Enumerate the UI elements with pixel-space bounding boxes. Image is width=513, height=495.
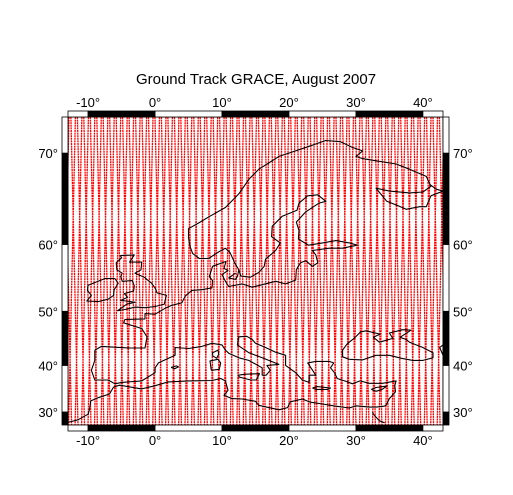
x-tick-label-bottom: 30° — [346, 433, 366, 448]
tick-labels: -10° -10° 0° 0° 10° 10° 20° 20° 30° 30° 40° 40° 30° 3… — [38, 95, 472, 448]
frame-bar-bottom — [67, 424, 89, 432]
coastline-britain — [115, 254, 167, 312]
frame-bar-bottom — [288, 424, 357, 432]
ground-track-layer — [68, 117, 443, 425]
y-tick-label-right: 30° — [453, 405, 473, 420]
y-tick-label-right: 50° — [453, 304, 473, 319]
y-tick-label-right: 60° — [453, 237, 473, 252]
coastline-red-sea-start — [372, 411, 385, 424]
frame-bar-left — [61, 244, 69, 312]
frame-bar-left — [61, 364, 69, 413]
frame-bar-right — [442, 411, 450, 426]
y-tick-label-left: 50° — [38, 304, 58, 319]
frame-bar-left — [61, 310, 69, 366]
x-tick-label-bottom: -10° — [76, 433, 100, 448]
frame-bar-bottom — [154, 424, 223, 432]
coastline-black-sea — [342, 329, 434, 361]
frame-bar-top — [221, 110, 290, 118]
x-tick-label-top: 20° — [279, 95, 299, 110]
frame-bar-top — [154, 110, 223, 118]
map-title: Ground Track GRACE, August 2007 — [136, 71, 376, 88]
coastline-layer — [68, 139, 443, 424]
coastline-crete — [312, 386, 332, 390]
coastline-baltic-east-inner — [228, 269, 240, 280]
coastline-iberia-france-italy-balkans — [90, 335, 334, 385]
coastline-black-sea-anatolia — [68, 362, 397, 423]
x-tick-label-top: 10° — [212, 95, 232, 110]
x-tick-label-top: -10° — [76, 95, 100, 110]
coastline-biscay-to-denmark — [94, 244, 358, 351]
coastline-svalbard-edge — [429, 183, 443, 192]
map-frame — [61, 110, 450, 432]
coastline-sicily — [237, 373, 261, 381]
coastline-sardinia — [209, 358, 222, 371]
y-tick-label-left: 40° — [38, 358, 58, 373]
x-tick-label-bottom: 10° — [212, 433, 232, 448]
frame-bar-right — [442, 116, 450, 154]
coastline-balearic — [170, 365, 180, 370]
frame-bar-right — [442, 152, 450, 245]
frame-bar-right — [442, 310, 450, 366]
y-tick-label-left: 70° — [38, 146, 58, 161]
x-tick-label-top: 0° — [149, 95, 161, 110]
frame-bar-top — [422, 110, 444, 118]
ground-track-passes — [68, 117, 443, 425]
x-tick-label-top: 30° — [346, 95, 366, 110]
y-tick-label-right: 40° — [453, 358, 473, 373]
x-tick-label-bottom: 40° — [413, 433, 433, 448]
frame-bar-bottom — [87, 424, 156, 432]
coastline-corsica — [212, 349, 220, 359]
y-tick-label-left: 30° — [38, 405, 58, 420]
frame-bar-left — [61, 116, 69, 154]
frame-bar-bottom — [422, 424, 444, 432]
frame-bar-left — [61, 411, 69, 426]
frame-bar-right — [442, 244, 450, 312]
x-tick-label-top: 40° — [413, 95, 433, 110]
coastline-ireland — [86, 278, 119, 303]
frame-bar-bottom — [355, 424, 424, 432]
coastline-caspian-edge — [439, 344, 443, 356]
y-tick-label-right: 70° — [453, 146, 473, 161]
frame-bar-top — [355, 110, 424, 118]
x-tick-label-bottom: 20° — [279, 433, 299, 448]
x-tick-label-bottom: 0° — [149, 433, 161, 448]
y-tick-label-left: 60° — [38, 237, 58, 252]
frame-bar-top — [67, 110, 89, 118]
frame-bar-top — [288, 110, 357, 118]
coastline-cyprus — [371, 385, 388, 392]
frame-bar-left — [61, 152, 69, 245]
frame-bar-top — [87, 110, 156, 118]
frame-bar-right — [442, 364, 450, 413]
frame-bar-bottom — [221, 424, 290, 432]
